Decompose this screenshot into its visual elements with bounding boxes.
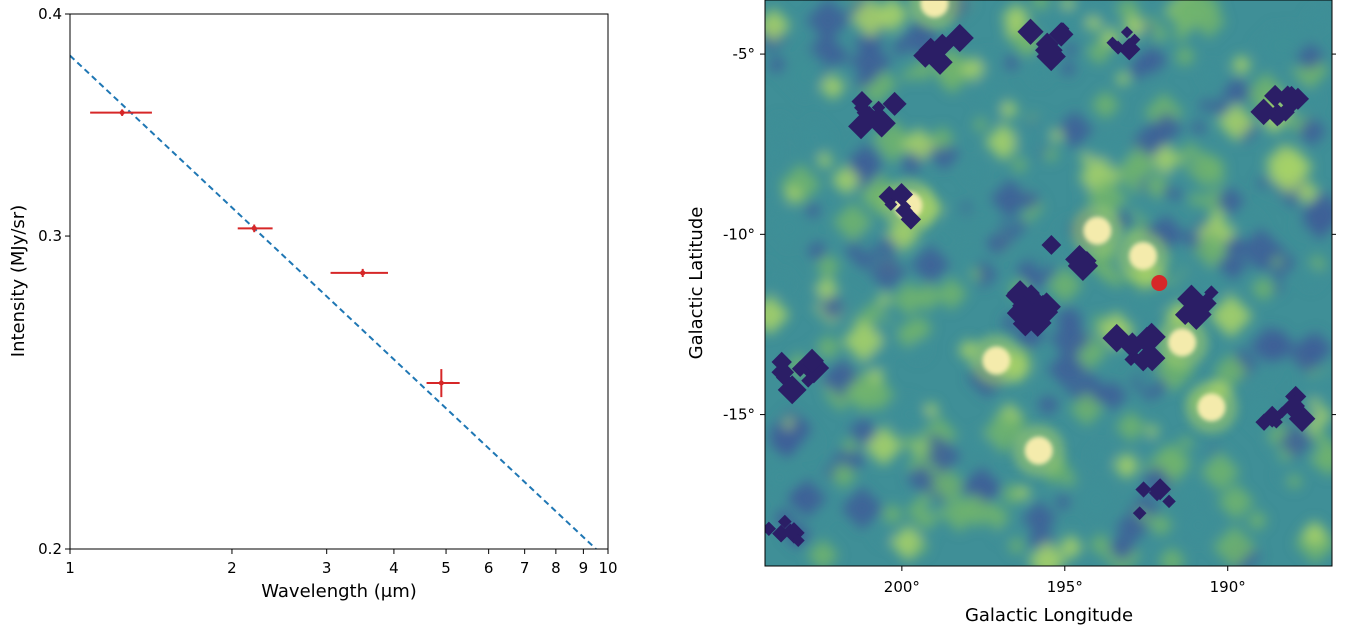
data-point-3	[330, 268, 388, 277]
data-point-marker	[438, 380, 444, 386]
data-point-2	[237, 224, 273, 233]
target-marker	[1151, 275, 1168, 291]
x-tick-label: 6	[484, 559, 494, 577]
x-tick-label: 9	[579, 559, 589, 577]
data-point-4	[426, 369, 460, 398]
sky-map-image	[765, 0, 1332, 566]
sky-map: 200° 195° 190° -5° -10° -15° Galactic Longitu…	[686, 0, 1336, 626]
data-point-1	[90, 109, 152, 116]
fit-line	[70, 54, 597, 549]
lat-tick-label: -15°	[723, 406, 755, 424]
x-tick-label: 4	[389, 559, 399, 577]
bright-core	[1168, 328, 1197, 357]
bright-core	[1197, 393, 1226, 422]
y-tick-label: 0.4	[38, 5, 62, 23]
dark-cloud	[1006, 292, 1061, 337]
lon-tick-label: 190°	[1210, 578, 1246, 596]
lat-tick-label: -10°	[723, 225, 755, 243]
sed-plot-frame	[69, 13, 609, 550]
data-point-marker	[119, 110, 125, 116]
x-tick-label: 1	[65, 559, 75, 577]
x-tick-label: 7	[520, 559, 530, 577]
sed-x-axis-label: Wavelength (μm)	[261, 581, 417, 602]
dark-cloud	[1102, 322, 1166, 372]
sed-plot: 1 2 3 4 5 6 7 8 9 10 0.2 0.3 0.4 Wavelength (μm) Int…	[8, 5, 618, 602]
bright-core	[1083, 216, 1112, 245]
dark-cloud	[1250, 84, 1310, 127]
dark-cloud	[1174, 284, 1219, 330]
data-point-marker	[360, 270, 366, 276]
lon-tick-label: 200°	[884, 578, 920, 596]
sed-y-axis-label: Intensity (MJy/sr)	[8, 205, 29, 357]
lat-tick-label: -5°	[733, 45, 755, 63]
dark-cloud	[1132, 478, 1176, 520]
map-x-axis-label: Galactic Longitude	[965, 605, 1133, 626]
data-point-marker	[251, 225, 257, 231]
y-tick-label: 0.3	[38, 227, 62, 245]
x-tick-label: 5	[441, 559, 451, 577]
y-tick-label: 0.2	[38, 540, 62, 558]
x-tick-label: 2	[227, 559, 237, 577]
x-tick-label: 8	[551, 559, 561, 577]
bright-core	[920, 0, 949, 18]
sky-map-frame	[764, 0, 1333, 567]
bright-core	[1129, 241, 1157, 270]
bright-core	[1024, 436, 1053, 465]
bright-core	[982, 346, 1011, 375]
map-y-axis-label: Galactic Latitude	[686, 207, 707, 360]
dark-cloud	[771, 348, 830, 405]
x-tick-label: 10	[598, 559, 617, 577]
x-tick-label: 3	[322, 559, 332, 577]
dark-cloud	[1255, 385, 1316, 432]
lon-tick-label: 195°	[1047, 578, 1083, 596]
